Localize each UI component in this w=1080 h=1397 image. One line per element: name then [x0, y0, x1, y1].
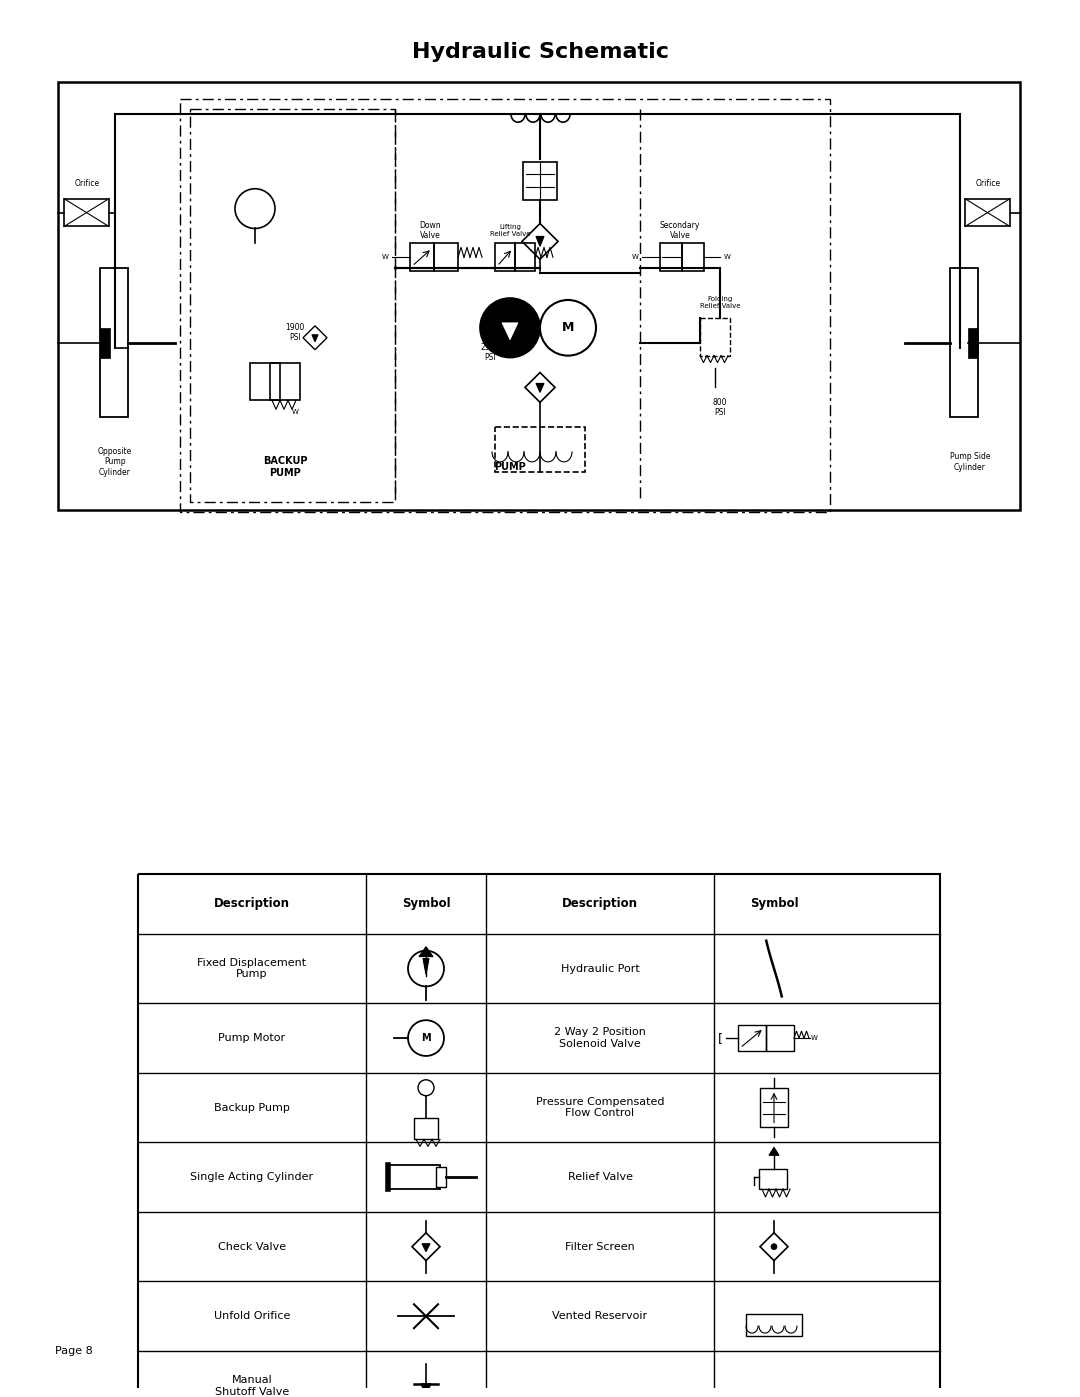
- Text: Vented Reservoir: Vented Reservoir: [553, 1312, 648, 1322]
- Bar: [738, 1025, 766, 1051]
- Text: 2 Way 2 Position
Solenoid Valve: 2 Way 2 Position Solenoid Valve: [554, 1027, 646, 1049]
- Bar: [681, 243, 704, 271]
- Text: Unfold Orifice: Unfold Orifice: [214, 1312, 291, 1322]
- Text: Folding
Relief Valve: Folding Relief Valve: [700, 296, 740, 310]
- Text: Page 8: Page 8: [55, 1345, 93, 1356]
- Bar: [100, 268, 129, 418]
- Text: Manual
Shutoff Valve: Manual Shutoff Valve: [215, 1375, 289, 1397]
- Bar: [434, 243, 458, 271]
- Text: W: W: [724, 254, 730, 260]
- Bar: [388, 1165, 440, 1189]
- Text: Hydraulic Schematic: Hydraulic Schematic: [411, 42, 669, 61]
- Bar: [64, 198, 109, 226]
- Text: W: W: [632, 254, 638, 260]
- Text: 2500
PSI: 2500 PSI: [481, 342, 500, 362]
- Text: W: W: [292, 409, 298, 415]
- Bar: [270, 363, 300, 401]
- Text: Pump Side
Cylinder: Pump Side Cylinder: [949, 453, 990, 472]
- Text: Opposite
Pump
Cylinder: Opposite Pump Cylinder: [98, 447, 132, 476]
- Bar: [495, 243, 515, 271]
- Polygon shape: [502, 323, 518, 339]
- Text: BACKUP
PUMP: BACKUP PUMP: [262, 455, 307, 478]
- Bar: [746, 1315, 802, 1336]
- Bar: [950, 268, 978, 418]
- Polygon shape: [422, 1243, 430, 1252]
- Bar: [138, 875, 940, 1397]
- Bar: [58, 82, 1020, 510]
- Text: 1900
PSI: 1900 PSI: [285, 323, 305, 342]
- Text: Description: Description: [562, 897, 638, 911]
- Text: Description: Description: [214, 897, 291, 911]
- Bar: [766, 1025, 794, 1051]
- Text: Fixed Displacement
Pump: Fixed Displacement Pump: [198, 958, 307, 979]
- Text: M: M: [562, 321, 575, 334]
- Text: W: W: [811, 1035, 818, 1041]
- Bar: [495, 427, 585, 472]
- Text: Pressure Compensated
Flow Control: Pressure Compensated Flow Control: [536, 1097, 664, 1119]
- Bar: [660, 243, 681, 271]
- Text: Symbol: Symbol: [402, 897, 450, 911]
- Polygon shape: [421, 1384, 431, 1396]
- Bar: [759, 1169, 787, 1189]
- Bar: [966, 198, 1010, 226]
- Bar: [700, 319, 730, 356]
- Circle shape: [771, 1243, 777, 1250]
- Text: Backup Pump: Backup Pump: [214, 1102, 289, 1112]
- Text: Down
Valve: Down Valve: [419, 221, 441, 240]
- Bar: [523, 162, 557, 200]
- Polygon shape: [536, 383, 544, 393]
- Text: Hydraulic Port: Hydraulic Port: [561, 964, 639, 974]
- Text: PUMP: PUMP: [495, 462, 526, 472]
- Bar: [100, 328, 110, 358]
- Text: [: [: [717, 1031, 723, 1045]
- Polygon shape: [423, 958, 429, 975]
- Text: Secondary
Valve: Secondary Valve: [660, 221, 700, 240]
- Text: M: M: [421, 1032, 431, 1044]
- Bar: [515, 243, 535, 271]
- Polygon shape: [312, 335, 318, 342]
- Polygon shape: [419, 947, 433, 957]
- Bar: [436, 1168, 446, 1187]
- Circle shape: [480, 298, 540, 358]
- Bar: [190, 109, 395, 502]
- Text: Orifice: Orifice: [975, 179, 1000, 189]
- Text: Relief Valve: Relief Valve: [567, 1172, 633, 1182]
- Bar: [249, 363, 280, 401]
- Text: Pump Motor: Pump Motor: [218, 1032, 285, 1044]
- Text: Lifting
Relief Valve: Lifting Relief Valve: [489, 224, 530, 237]
- Bar: [414, 1118, 438, 1140]
- Bar: [180, 99, 831, 511]
- Text: Check Valve: Check Valve: [218, 1242, 286, 1252]
- Bar: [968, 328, 978, 358]
- Bar: [410, 243, 434, 271]
- Polygon shape: [536, 236, 544, 246]
- Text: W: W: [381, 254, 389, 260]
- Polygon shape: [769, 1147, 779, 1155]
- Bar: [760, 1088, 788, 1127]
- Text: Filter Screen: Filter Screen: [565, 1242, 635, 1252]
- Text: Orifice: Orifice: [75, 179, 99, 189]
- Text: Single Acting Cylinder: Single Acting Cylinder: [190, 1172, 313, 1182]
- Text: 800
PSI: 800 PSI: [713, 398, 727, 416]
- Text: Symbol: Symbol: [750, 897, 798, 911]
